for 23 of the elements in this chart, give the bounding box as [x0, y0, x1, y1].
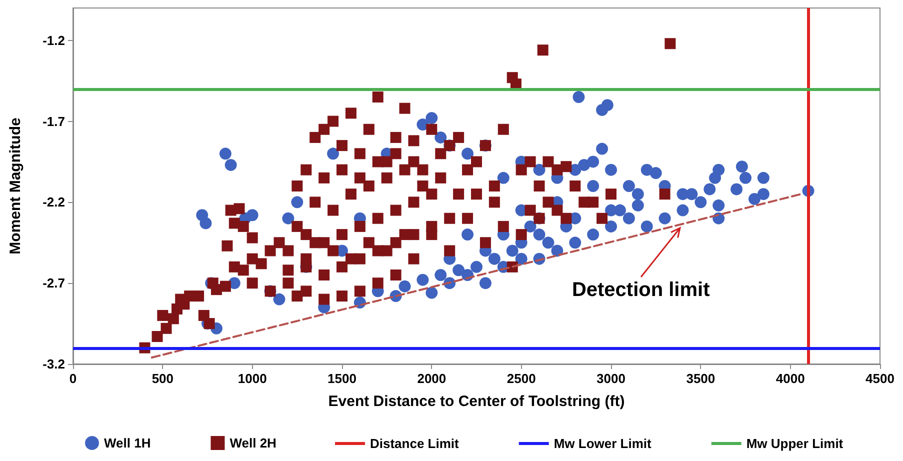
legend-label: Mw Upper Limit — [746, 436, 844, 451]
x-tick-label: 0 — [69, 371, 77, 386]
legend-label: Well 2H — [230, 436, 276, 450]
y-axis-title: Moment Magnitude — [7, 118, 24, 254]
x-tick-label: 4500 — [866, 371, 894, 386]
y-tick-label: -1.2 — [42, 32, 65, 48]
y-tick-label: -2.7 — [42, 276, 65, 291]
x-tick-label: 500 — [152, 371, 174, 386]
x-tick-label: 4000 — [776, 371, 805, 386]
y-tick-label: -1.7 — [42, 114, 65, 129]
x-tick-label: 3000 — [596, 371, 626, 386]
annotation: Detection limit — [572, 278, 710, 302]
x-axis-title: Event Distance to Center of Toolstring (ft) — [328, 393, 625, 410]
legend-label: Distance Limit — [370, 436, 460, 451]
x-tick-label: 2000 — [417, 371, 446, 386]
legend-label: Mw Lower Limit — [554, 436, 652, 451]
y-tick-label: -2.2 — [42, 194, 65, 210]
x-tick-label: 1000 — [238, 371, 267, 386]
x-tick-label: 3500 — [686, 371, 716, 386]
legend-label: Well 1H — [104, 436, 151, 450]
y-tick-label: -3.2 — [42, 356, 65, 372]
x-tick-label: 1500 — [328, 371, 356, 386]
x-tick-label: 2500 — [506, 371, 536, 386]
